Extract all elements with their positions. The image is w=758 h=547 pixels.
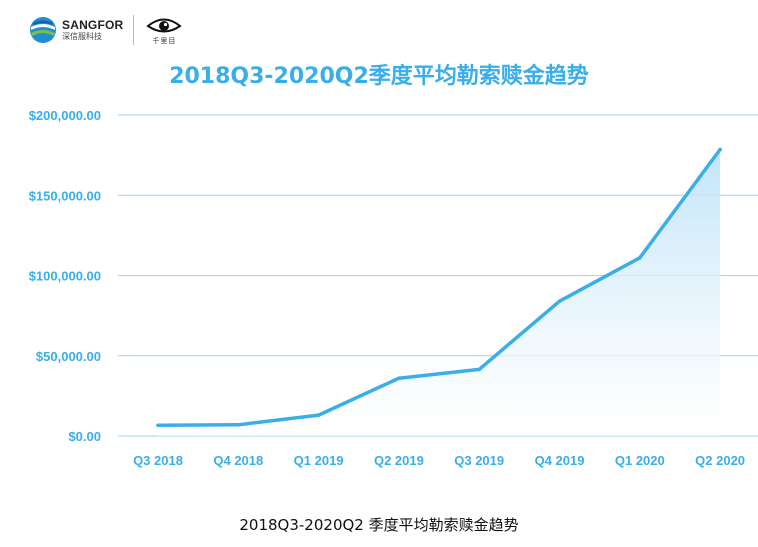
x-tick-label: Q2 2019 — [374, 453, 424, 468]
data-point — [236, 422, 241, 427]
partner-name: 千里目 — [152, 37, 177, 45]
x-tick-label: Q1 2019 — [294, 453, 344, 468]
y-tick-label: $0.00 — [68, 429, 101, 444]
x-tick-label: Q2 2020 — [695, 453, 745, 468]
data-point — [557, 299, 562, 303]
x-tick-label: Q4 2019 — [535, 453, 585, 468]
series-line — [156, 147, 722, 427]
data-point — [156, 423, 160, 428]
y-tick-label: $50,000.00 — [36, 349, 101, 364]
data-point — [718, 147, 722, 152]
sangfor-logo: SANGFOR 深信服科技 — [28, 15, 123, 45]
brand-subtitle: 深信服科技 — [62, 32, 102, 41]
y-tick-label: $100,000.00 — [29, 269, 101, 284]
series-area — [158, 149, 721, 436]
data-point — [316, 413, 321, 417]
figure-caption: 2018Q3-2020Q2 季度平均勒索赎金趋势 — [239, 516, 519, 534]
sangfor-globe-icon — [30, 17, 56, 43]
header: SANGFOR 深信服科技 千里目 — [28, 12, 183, 48]
series-points — [156, 147, 722, 428]
chart-plot: $0.00 $50,000.00 $100,000.00 $150,000.00 $20… — [29, 108, 758, 468]
x-axis-ticks: Q3 2018 Q4 2018 Q1 2019 Q2 2019 Q3 2019 Q4 20… — [133, 453, 745, 468]
data-point — [477, 367, 482, 372]
x-tick-label: Q1 2020 — [615, 453, 665, 468]
data-point — [638, 256, 642, 260]
header-divider — [133, 15, 135, 45]
data-point — [397, 376, 401, 381]
x-tick-label: Q3 2018 — [133, 453, 183, 468]
chart-title: 2018Q3-2020Q2季度平均勒索赎金趋势 — [169, 64, 589, 89]
x-tick-label: Q3 2019 — [454, 453, 504, 468]
y-axis-ticks: $0.00 $50,000.00 $100,000.00 $150,000.00 $20… — [29, 108, 101, 444]
y-tick-label: $200,000.00 — [29, 108, 101, 123]
y-tick-label: $150,000.00 — [29, 188, 101, 203]
brand-name: SANGFOR — [62, 18, 124, 32]
eye-icon — [146, 18, 183, 33]
partner-logo: 千里目 — [146, 15, 183, 45]
x-tick-label: Q4 2018 — [213, 453, 263, 468]
